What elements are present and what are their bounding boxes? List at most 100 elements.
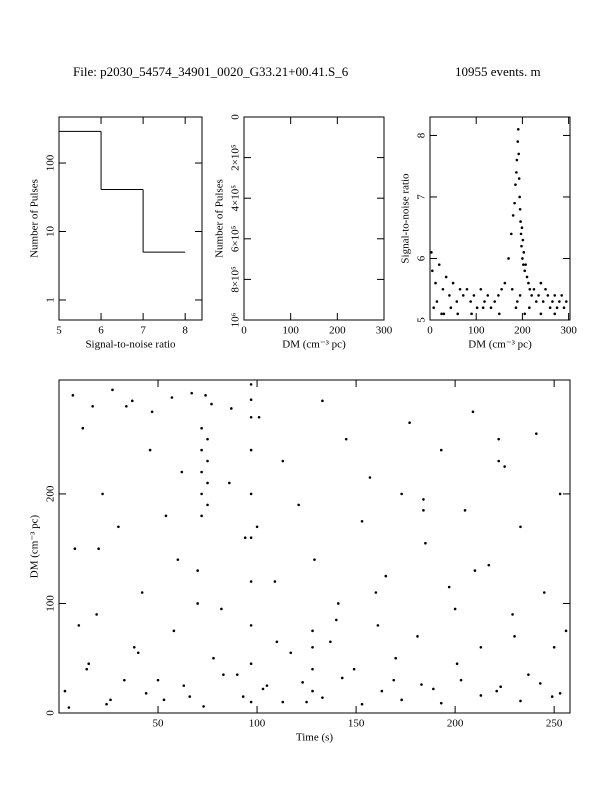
point [437,263,441,266]
point [111,388,114,392]
point [109,698,112,702]
point [200,470,203,474]
point [301,681,304,684]
point [517,177,521,180]
point [95,613,98,616]
point [313,558,316,561]
y-tick-label: 8×10⁵ [230,266,242,293]
point [534,300,538,303]
point [87,662,91,666]
y-tick-label: 8 [416,132,428,138]
point [458,287,462,291]
point [400,492,403,496]
point [430,251,433,254]
y-tick-label: 0 [45,710,57,716]
point [77,624,81,627]
point [85,667,89,671]
x-axis-label: Signal-to-noise ratio [85,339,176,351]
point [497,437,500,441]
point [188,695,192,698]
x-tick-label: 100 [282,325,299,337]
point [249,662,253,666]
point [527,281,530,285]
point [136,651,140,655]
point [206,459,209,463]
point [148,448,152,452]
x-tick-label: 0 [427,325,433,337]
point [200,492,203,496]
point [521,257,524,260]
point [447,585,451,589]
point [518,294,522,297]
point [249,415,253,419]
x-axis-label: DM (cm⁻³ pc) [282,339,346,351]
point [172,629,176,633]
point [176,558,180,561]
x-tick-label: 300 [376,325,393,337]
point [538,682,542,685]
point [528,306,531,309]
point [442,312,446,316]
x-tick-label: 5 [56,325,62,337]
x-tick-label: 200 [447,718,464,730]
point [212,656,215,660]
point [321,399,324,403]
point [522,251,526,254]
y-axis-label: Number of Pulses [214,179,226,258]
point [472,294,476,297]
point [440,312,443,316]
point [255,525,259,529]
point [551,300,554,303]
point [352,667,356,671]
point [281,459,285,463]
x-tick-label: 200 [514,325,531,337]
point [249,448,253,452]
point [329,640,332,644]
point [311,645,314,649]
point [360,702,364,706]
point [553,294,557,297]
point [243,536,247,540]
point [465,287,469,291]
y-tick-label: 5 [416,317,428,323]
point [489,306,493,309]
point [469,300,472,303]
point [449,306,453,309]
x-axis-label: DM (cm⁻³ pc) [468,339,532,351]
point [539,281,543,285]
point [525,275,529,279]
point [527,673,530,676]
x-tick-label: 50 [153,718,165,730]
y-tick-label: 1 [45,297,57,303]
point [510,287,514,291]
point [558,691,562,695]
point [422,498,425,501]
y-tick-label: 10⁶ [230,312,242,327]
point [132,645,136,649]
point [220,607,223,611]
point [514,183,517,186]
y-axis-label: Signal-to-noise ratio [400,173,412,264]
point [344,437,348,441]
point [546,294,550,297]
point [448,294,451,297]
point [273,580,277,583]
y-tick-label: 10 [45,225,57,237]
point [483,300,486,303]
point [542,591,546,594]
point [516,300,519,303]
point [130,399,134,403]
point [180,470,184,474]
point [520,226,524,230]
point [486,294,490,297]
point [360,520,364,523]
point [514,306,518,309]
x-tick-label: 300 [560,325,577,337]
y-tick-label: 100 [45,154,57,171]
point [516,128,520,131]
y-axis-label: Number of Pulses [29,179,41,258]
x-tick-label: 0 [241,325,247,337]
point [123,678,126,682]
plot-frame [243,116,385,321]
